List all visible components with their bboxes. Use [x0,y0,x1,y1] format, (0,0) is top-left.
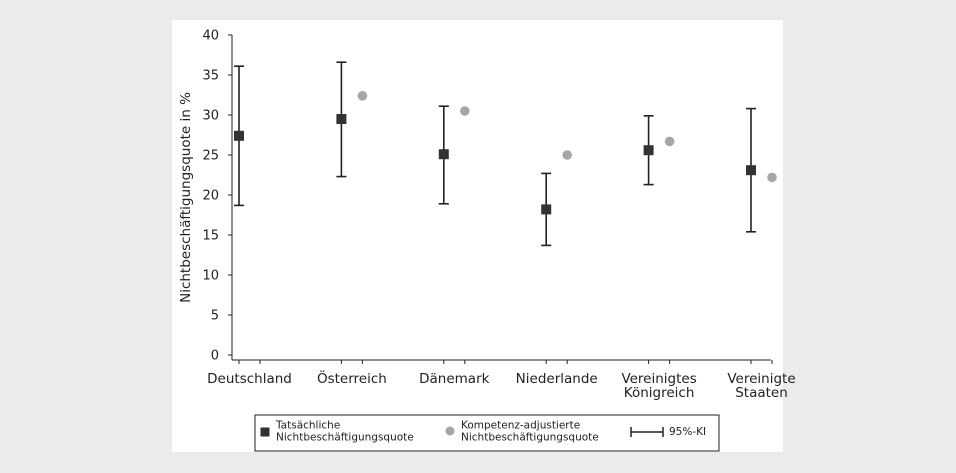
legend-series2-line1: Kompetenz-adjustierte [461,420,580,432]
legend-ci-symbol [630,427,664,437]
legend-series2-line2: Nichtbeschäftigungsquote [461,432,599,444]
chart-frame [172,20,783,452]
actual-rate-marker [746,165,756,176]
x-category-label: Dänemark [419,371,490,387]
legend: Tatsächliche Nichtbeschäftigungsquote Ko… [254,414,720,452]
actual-rate-marker [541,204,552,215]
actual-rate-marker [234,130,244,141]
y-tick-label: 35 [202,69,219,84]
adjusted-rate-marker [664,136,675,147]
legend-box [254,414,720,452]
y-ticks: 0 5 10 15 20 25 30 35 40 [202,29,232,364]
actual-rate-marker [643,145,654,156]
x-category-label: Österreich [317,369,387,387]
data-markers [234,91,777,215]
adjusted-rate-marker [460,106,470,116]
legend-series1-line1: Tatsächliche [275,420,340,432]
legend-series1-line2: Nichtbeschäftigungsquote [276,432,414,444]
x-category-label: Vereinigtes [621,371,696,387]
y-tick-label: 20 [202,189,219,204]
adjusted-rate-marker [357,91,368,101]
legend-ci-label: 95%-KI [669,426,706,438]
x-category-label: Staaten [735,385,788,401]
y-tick-label: 15 [202,229,219,244]
actual-rate-marker [336,114,347,124]
actual-rate-marker [438,149,449,160]
y-tick-label: 40 [202,29,219,44]
legend-circle-marker [445,426,455,436]
y-tick-label: 25 [202,149,219,164]
y-axis-title: Nichtbeschäftigungsquote in % [178,92,194,303]
x-ticks: Deutschland Österreich Dänemark Niederlande… [207,360,796,401]
x-category-label: Deutschland [207,371,292,387]
adjusted-rate-marker [767,172,777,183]
y-tick-label: 5 [211,309,219,324]
y-tick-label: 30 [202,109,219,124]
y-tick-label: 0 [211,349,219,364]
adjusted-rate-marker [562,150,572,160]
x-category-label: Vereinigte [727,371,795,387]
legend-square-marker [260,427,270,437]
y-tick-label: 10 [202,269,219,284]
x-category-label: Niederlande [516,371,598,387]
x-category-label: Königreich [624,385,695,401]
